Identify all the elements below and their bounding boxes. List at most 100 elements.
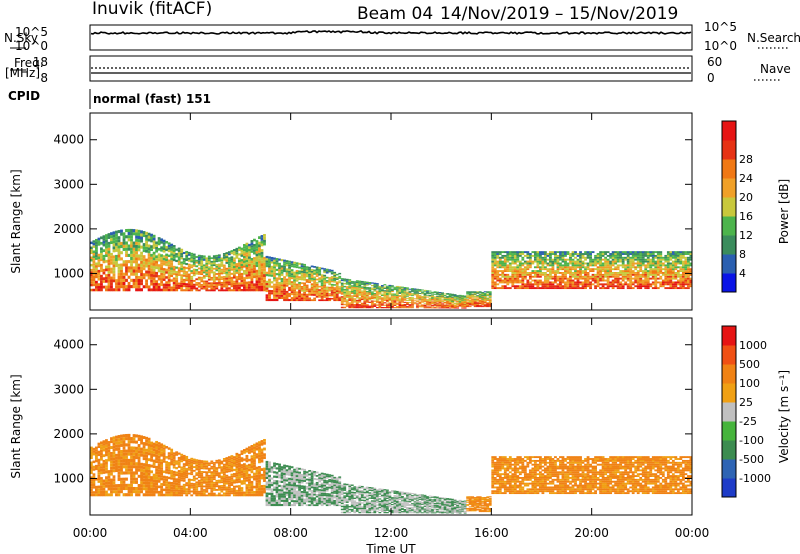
power-cell	[531, 287, 535, 290]
power-cell	[616, 272, 620, 274]
velocity-cell	[117, 484, 121, 488]
power-cell	[564, 266, 567, 269]
power-cell	[393, 303, 397, 305]
power-cell	[406, 301, 409, 304]
power-cell	[107, 253, 111, 257]
velocity-cell	[167, 471, 171, 475]
velocity-cell	[177, 483, 181, 486]
power-cell	[488, 291, 492, 293]
velocity-cell	[170, 489, 174, 492]
power-cell	[152, 234, 156, 238]
power-cell	[418, 301, 422, 303]
power-cell	[488, 305, 492, 307]
power-cell	[318, 292, 322, 295]
power-cell	[659, 268, 663, 271]
power-cell	[280, 282, 284, 285]
power-cell	[125, 266, 128, 270]
velocity-cell	[170, 472, 174, 475]
power-cell	[202, 282, 206, 285]
power-cell	[273, 277, 276, 280]
power-cell	[293, 297, 296, 300]
power-cell	[674, 260, 678, 263]
power-cell	[616, 273, 620, 276]
power-cell	[290, 277, 294, 280]
power-cell	[255, 258, 259, 262]
power-cell	[180, 257, 184, 260]
power-cell	[513, 277, 517, 280]
power-cell	[127, 228, 131, 233]
power-cell	[318, 273, 322, 276]
power-cell	[328, 280, 332, 282]
power-cell	[659, 251, 663, 254]
power-cell	[95, 265, 98, 268]
power-cell	[205, 271, 209, 274]
power-cell	[127, 247, 131, 251]
velocity-cell	[92, 468, 96, 471]
velocity-cell	[202, 490, 206, 493]
velocity-cell	[155, 468, 159, 472]
velocity-cell	[225, 464, 229, 467]
power-cell	[526, 260, 530, 263]
power-cell	[102, 285, 106, 289]
power-cell	[396, 285, 399, 288]
power-cell	[323, 281, 327, 283]
power-cell	[135, 266, 138, 270]
power-cell	[626, 251, 630, 254]
power-cell	[443, 293, 447, 295]
power-cell	[167, 254, 171, 258]
power-cell	[684, 262, 688, 265]
power-cell	[323, 299, 327, 302]
power-cell	[310, 286, 314, 289]
power-cell	[656, 268, 660, 271]
power-cell	[496, 275, 500, 278]
power-cell	[212, 267, 216, 270]
power-cell	[393, 293, 397, 295]
power-cell	[130, 253, 133, 257]
power-cell	[185, 252, 189, 255]
power-cell	[172, 282, 176, 285]
power-cell	[471, 291, 475, 293]
power-cell	[358, 287, 362, 289]
power-cell	[401, 304, 404, 307]
velocity-cell	[217, 461, 221, 464]
power-colorbar-tick-label: 8	[739, 248, 746, 261]
power-cell	[549, 264, 552, 267]
power-cell	[689, 277, 693, 280]
power-cell	[441, 293, 444, 295]
power-cell	[145, 237, 148, 241]
power-cell	[343, 299, 347, 301]
power-cell	[426, 292, 429, 294]
power-cell	[333, 296, 337, 299]
power-cell	[380, 287, 384, 289]
power-cell	[503, 285, 507, 288]
power-cell	[122, 278, 126, 282]
power-cell	[516, 279, 520, 282]
power-cell	[621, 270, 625, 273]
velocity-cell	[95, 449, 98, 452]
power-cell	[283, 288, 286, 291]
power-cell	[453, 305, 457, 307]
power-cell	[639, 279, 643, 282]
power-cell	[180, 289, 184, 292]
power-cell	[360, 283, 364, 286]
power-cell	[428, 304, 432, 306]
power-cell	[456, 297, 460, 299]
power-cell	[167, 274, 171, 277]
power-cell	[293, 285, 296, 288]
power-cell	[511, 260, 515, 263]
velocity-cell	[177, 463, 181, 466]
power-cell	[110, 252, 113, 256]
power-cell	[468, 292, 472, 294]
power-cell	[491, 281, 495, 284]
power-cell	[594, 281, 597, 284]
power-cell	[466, 301, 470, 303]
power-cell	[232, 282, 236, 285]
power-cell	[473, 302, 477, 304]
power-cell	[348, 299, 352, 301]
velocity-cell	[212, 463, 216, 466]
velocity-cell	[170, 484, 174, 487]
velocity-cell	[162, 470, 166, 474]
power-colorbar-label: Power [dB]	[777, 179, 791, 244]
power-cell	[378, 285, 382, 288]
power-cell	[363, 290, 367, 293]
